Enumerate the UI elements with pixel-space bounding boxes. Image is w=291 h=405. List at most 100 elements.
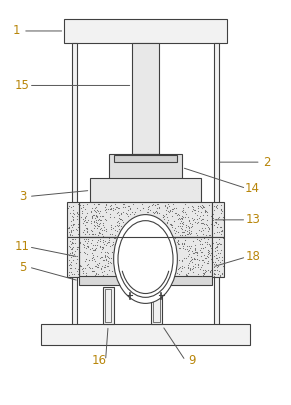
Point	[186, 222, 191, 229]
Point	[187, 220, 192, 226]
Point	[75, 224, 80, 230]
Point	[93, 215, 97, 221]
Point	[160, 214, 165, 221]
Point	[91, 212, 96, 219]
Point	[189, 230, 194, 237]
Point	[202, 252, 207, 258]
Point	[208, 269, 212, 275]
Point	[218, 224, 223, 231]
Point	[216, 235, 221, 242]
Point	[78, 263, 83, 270]
Point	[219, 230, 223, 237]
Point	[214, 224, 219, 230]
Point	[205, 217, 210, 224]
Point	[90, 228, 95, 234]
Point	[67, 202, 71, 209]
Point	[97, 244, 102, 250]
Point	[166, 203, 171, 210]
Point	[178, 232, 182, 238]
Point	[220, 269, 225, 276]
Point	[167, 209, 172, 215]
Bar	[67, 202, 79, 237]
Point	[105, 271, 109, 277]
Point	[100, 231, 104, 237]
Point	[199, 220, 204, 226]
Point	[191, 269, 196, 275]
Point	[78, 249, 82, 255]
Point	[80, 265, 85, 272]
Point	[206, 241, 211, 247]
Point	[69, 271, 74, 277]
Point	[97, 230, 102, 236]
Point	[175, 229, 180, 236]
Point	[69, 217, 74, 224]
Point	[90, 237, 94, 243]
Point	[188, 245, 193, 251]
Point	[66, 205, 71, 212]
Point	[94, 213, 99, 220]
Point	[186, 248, 190, 254]
Point	[187, 224, 191, 230]
Point	[193, 264, 198, 271]
Point	[206, 258, 211, 264]
Point	[189, 224, 194, 230]
Point	[85, 243, 90, 249]
Point	[203, 255, 208, 261]
Point	[93, 209, 98, 215]
Point	[104, 216, 109, 223]
Point	[97, 235, 102, 242]
Point	[111, 207, 116, 213]
Point	[88, 209, 93, 215]
Point	[84, 251, 89, 257]
Point	[190, 205, 195, 212]
Point	[196, 203, 201, 209]
Point	[169, 224, 174, 230]
Point	[211, 270, 216, 277]
Point	[102, 257, 106, 264]
Point	[93, 205, 98, 211]
Point	[184, 272, 189, 278]
Point	[215, 243, 219, 249]
Point	[101, 244, 105, 251]
Bar	[109, 154, 182, 180]
Point	[192, 256, 197, 262]
Point	[195, 231, 199, 238]
Point	[95, 201, 100, 207]
Point	[140, 201, 144, 207]
Point	[169, 205, 174, 212]
Point	[95, 222, 99, 228]
Point	[75, 226, 80, 233]
Point	[98, 237, 102, 244]
Point	[81, 227, 86, 234]
Point	[81, 270, 85, 277]
Point	[138, 207, 142, 213]
Point	[179, 216, 184, 223]
Point	[68, 241, 73, 247]
Point	[91, 252, 95, 258]
Point	[113, 203, 118, 210]
Point	[200, 220, 205, 226]
Point	[214, 204, 219, 211]
Point	[185, 231, 189, 237]
Point	[180, 205, 185, 212]
Point	[108, 211, 113, 217]
Point	[115, 222, 120, 228]
Point	[215, 271, 220, 277]
Point	[189, 254, 193, 260]
Point	[172, 205, 176, 212]
Point	[96, 220, 101, 227]
Point	[81, 265, 85, 271]
Point	[76, 271, 80, 277]
Point	[110, 225, 115, 231]
Point	[168, 207, 172, 214]
Point	[99, 244, 104, 250]
Point	[125, 207, 130, 213]
Point	[199, 248, 203, 255]
Point	[192, 245, 197, 251]
Point	[218, 247, 223, 253]
Point	[182, 237, 187, 243]
Point	[205, 222, 209, 228]
Point	[156, 205, 161, 211]
Point	[200, 257, 205, 264]
Point	[128, 205, 133, 212]
